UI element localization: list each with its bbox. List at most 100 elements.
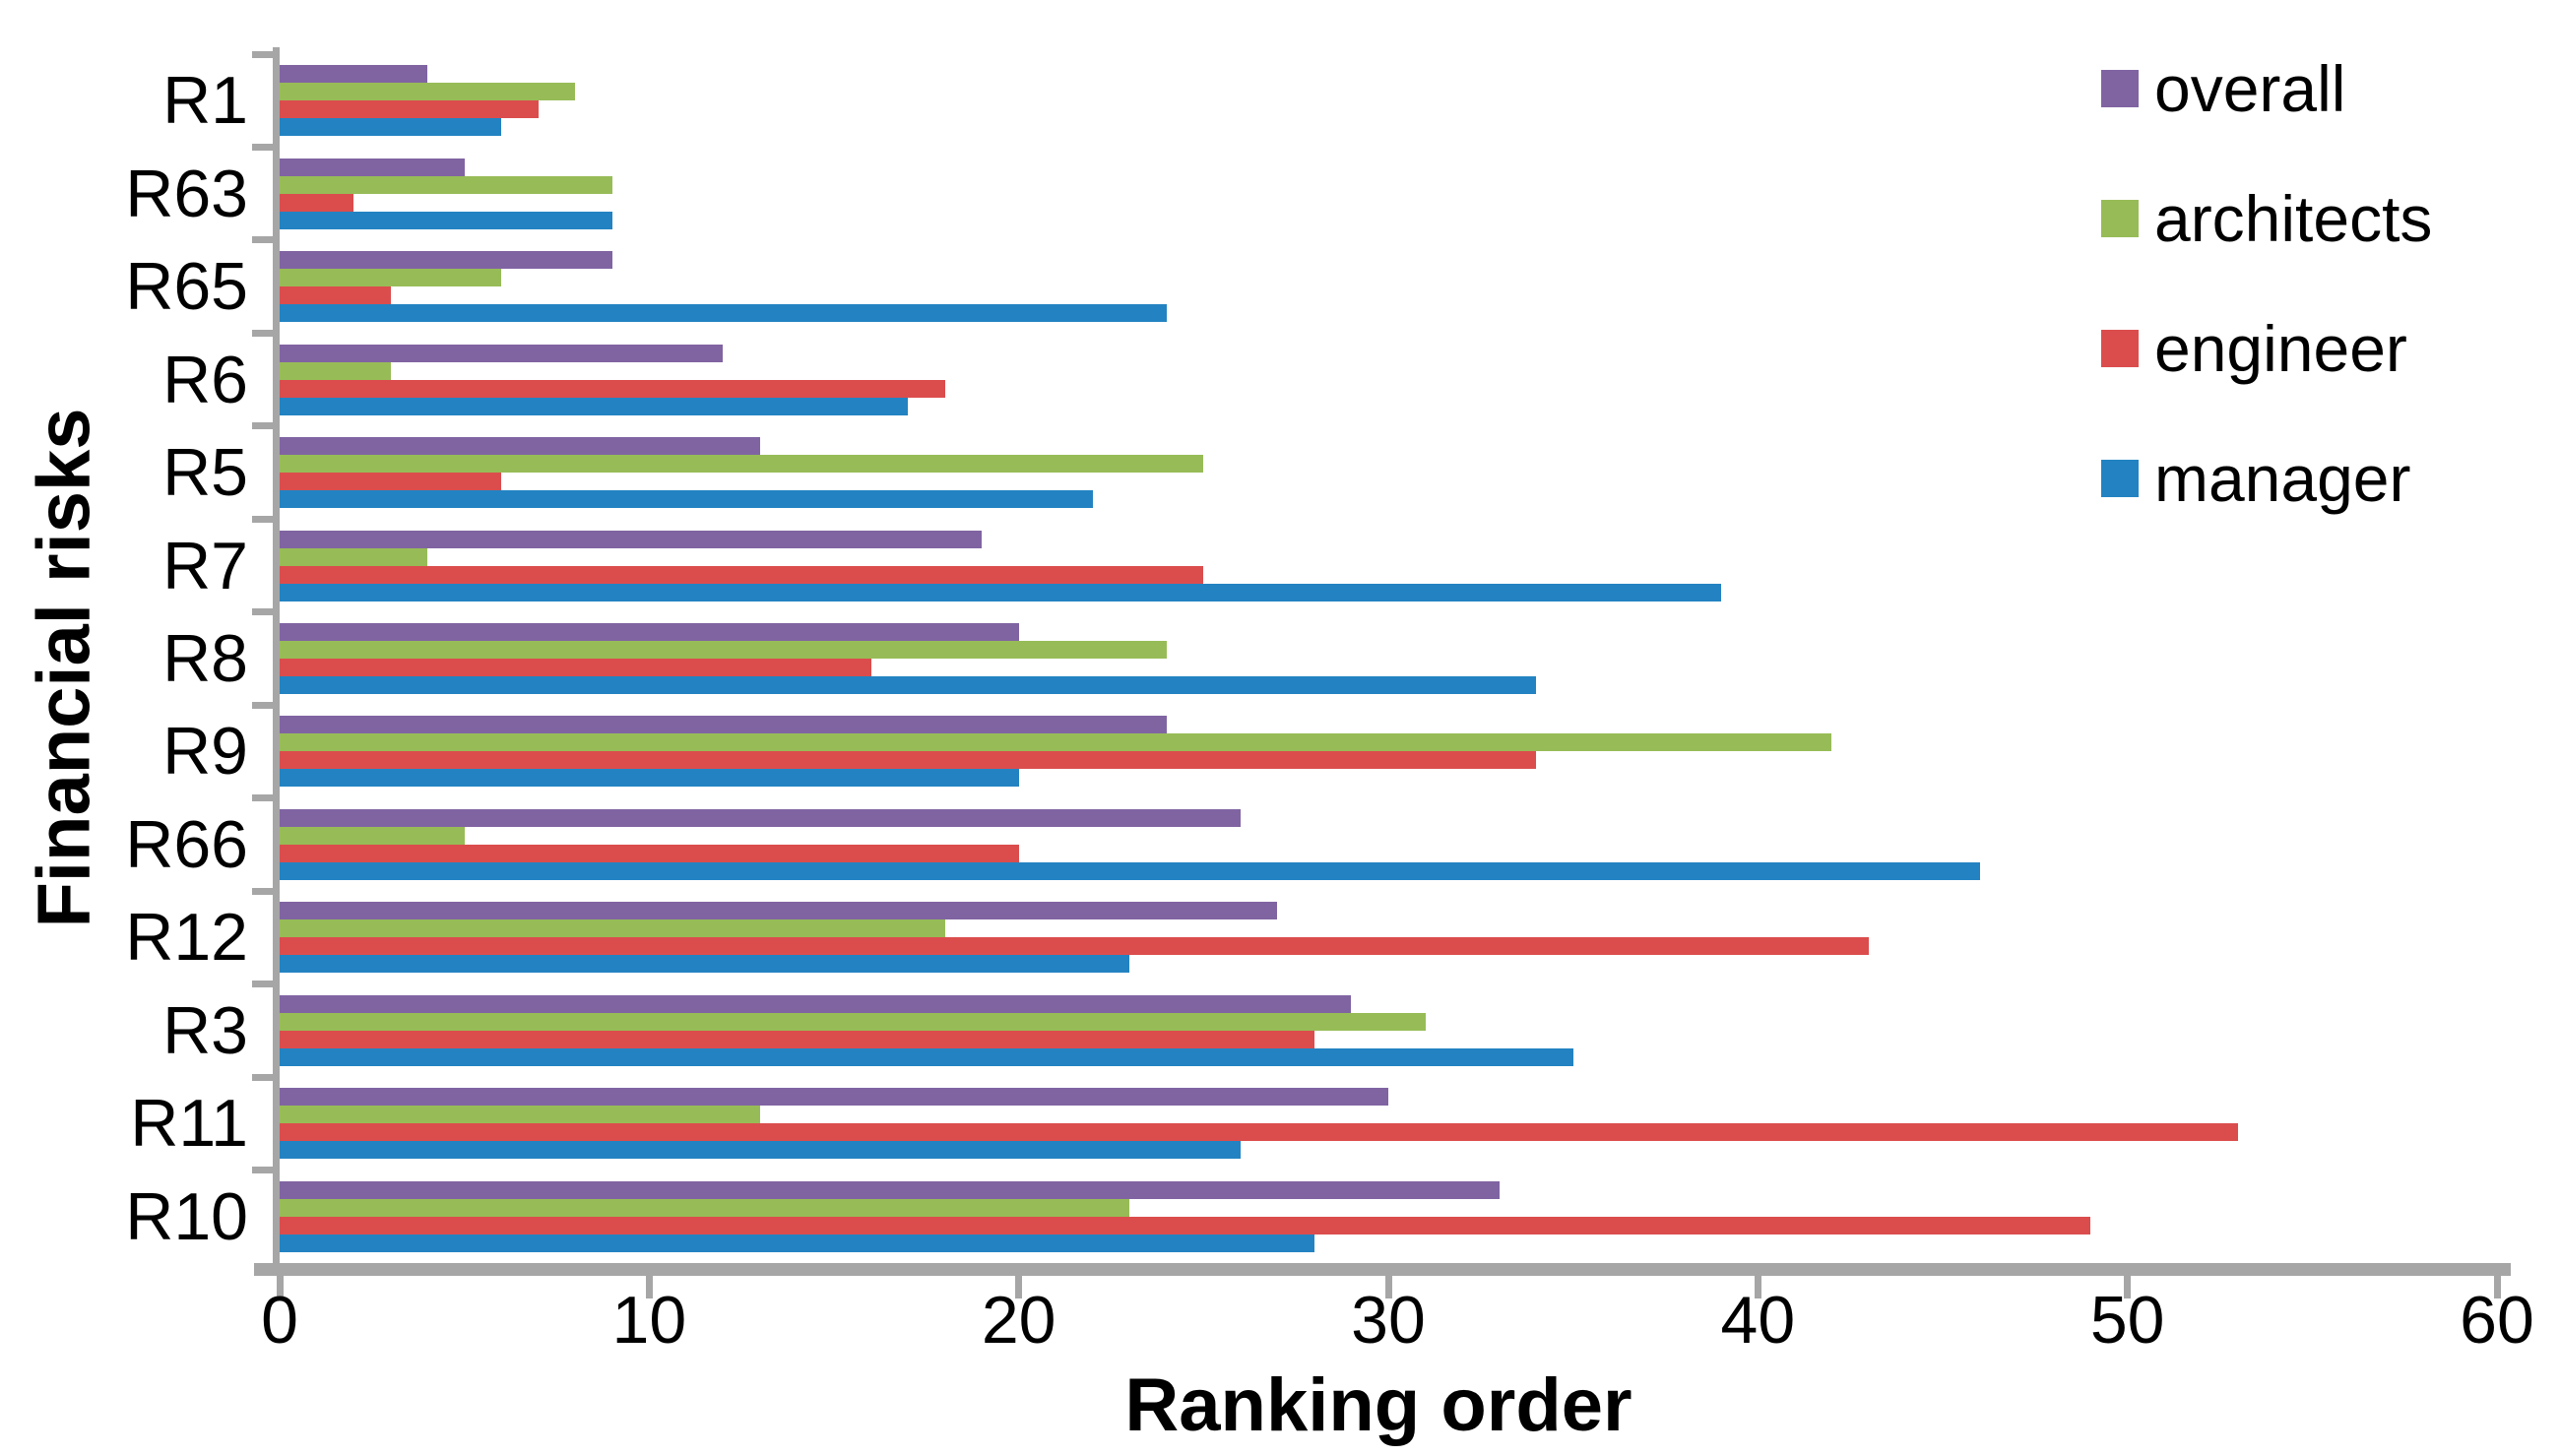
bar-engineer-r10: [280, 1216, 2091, 1234]
y-tick: [252, 1167, 276, 1174]
bar-group-r5: [280, 426, 2497, 519]
bar-architects-r12: [280, 919, 945, 938]
bar-manager-r12: [280, 955, 1130, 974]
legend-label-architects: architects: [2154, 182, 2433, 255]
bar-group-r12: [280, 891, 2497, 983]
bar-engineer-r7: [280, 565, 1204, 584]
bar-architects-r65: [280, 269, 502, 287]
bar-architects-r7: [280, 547, 428, 566]
bar-manager-r65: [280, 304, 1167, 323]
bar-group-r6: [280, 333, 2497, 425]
bar-group-r9: [280, 705, 2497, 797]
category-label-r12: R12: [125, 900, 248, 976]
bar-group-r10: [280, 1171, 2497, 1263]
category-label-r3: R3: [162, 992, 248, 1068]
legend-item-architects: architects: [2101, 181, 2432, 256]
bar-overall-r7: [280, 530, 983, 548]
y-tick: [252, 236, 276, 244]
bar-engineer-r8: [280, 658, 871, 676]
category-label-r9: R9: [162, 714, 248, 790]
bar-engineer-r3: [280, 1030, 1314, 1048]
y-tick: [252, 701, 276, 709]
legend-swatch-engineer: [2101, 330, 2139, 367]
bar-overall-r10: [280, 1180, 1500, 1199]
bar-manager-r9: [280, 769, 1019, 788]
category-label-r7: R7: [162, 528, 248, 603]
category-label-r66: R66: [125, 806, 248, 882]
bar-overall-r63: [280, 158, 465, 176]
bar-overall-r5: [280, 437, 760, 456]
bar-manager-r3: [280, 1047, 1573, 1066]
bar-architects-r11: [280, 1106, 760, 1124]
bar-overall-r11: [280, 1088, 1388, 1107]
bar-engineer-r65: [280, 286, 391, 305]
x-tick-label-0: 0: [261, 1283, 298, 1358]
bar-group-r66: [280, 798, 2497, 891]
y-tick: [252, 887, 276, 895]
bar-engineer-r63: [280, 193, 354, 212]
category-label-r6: R6: [162, 342, 248, 417]
y-tick: [252, 608, 276, 616]
y-tick: [252, 329, 276, 337]
category-label-r8: R8: [162, 621, 248, 696]
bar-manager-r10: [280, 1234, 1314, 1252]
bar-manager-r6: [280, 397, 909, 415]
bar-engineer-r6: [280, 379, 945, 398]
plot-area: [280, 54, 2497, 1263]
bar-engineer-r12: [280, 937, 1869, 956]
bar-engineer-r11: [280, 1123, 2239, 1142]
x-tick-label-10: 10: [611, 1283, 687, 1358]
legend-item-manager: manager: [2101, 441, 2432, 516]
x-tick-label-30: 30: [1351, 1283, 1426, 1358]
bar-overall-r1: [280, 65, 428, 84]
legend-swatch-overall: [2101, 70, 2139, 107]
legend-label-engineer: engineer: [2154, 312, 2407, 385]
y-tick: [252, 1073, 276, 1081]
y-tick: [252, 981, 276, 988]
x-tick: [645, 1276, 653, 1298]
bar-overall-r9: [280, 716, 1167, 734]
legend-swatch-architects: [2101, 200, 2139, 237]
bar-architects-r63: [280, 175, 612, 194]
bar-overall-r12: [280, 902, 1278, 920]
category-label-r65: R65: [125, 249, 248, 325]
x-tick: [2124, 1276, 2132, 1298]
y-tick: [252, 794, 276, 802]
bar-group-r3: [280, 984, 2497, 1077]
bar-group-r11: [280, 1077, 2497, 1170]
bar-overall-r8: [280, 622, 1019, 641]
bar-overall-r6: [280, 344, 724, 362]
bar-engineer-r66: [280, 844, 1019, 862]
x-tick-label-50: 50: [2089, 1283, 2165, 1358]
bar-group-r8: [280, 612, 2497, 705]
bar-manager-r1: [280, 118, 502, 137]
x-tick: [1384, 1276, 1392, 1298]
y-tick: [252, 422, 276, 430]
bar-manager-r63: [280, 211, 612, 229]
bar-architects-r1: [280, 83, 576, 101]
bar-architects-r6: [280, 361, 391, 380]
y-tick: [252, 515, 276, 523]
bar-group-r7: [280, 519, 2497, 611]
y-tick: [252, 143, 276, 151]
x-tick-label-60: 60: [2460, 1283, 2534, 1358]
bar-architects-r10: [280, 1198, 1130, 1217]
x-tick: [2493, 1276, 2501, 1298]
legend-item-engineer: engineer: [2101, 311, 2432, 386]
category-label-r11: R11: [130, 1086, 248, 1162]
bar-group-r63: [280, 147, 2497, 239]
category-label-r63: R63: [125, 156, 248, 231]
bar-architects-r5: [280, 455, 1204, 474]
bar-architects-r8: [280, 640, 1167, 659]
y-tick: [252, 50, 276, 58]
x-tick: [1754, 1276, 1761, 1298]
x-axis-line: [254, 1263, 2511, 1276]
bar-overall-r66: [280, 808, 1241, 827]
legend-label-manager: manager: [2154, 442, 2411, 515]
bar-manager-r11: [280, 1141, 1241, 1160]
legend: overall architects engineer manager: [2101, 51, 2432, 571]
x-tick-label-20: 20: [981, 1283, 1056, 1358]
category-label-r5: R5: [162, 435, 248, 511]
bar-architects-r3: [280, 1012, 1426, 1031]
